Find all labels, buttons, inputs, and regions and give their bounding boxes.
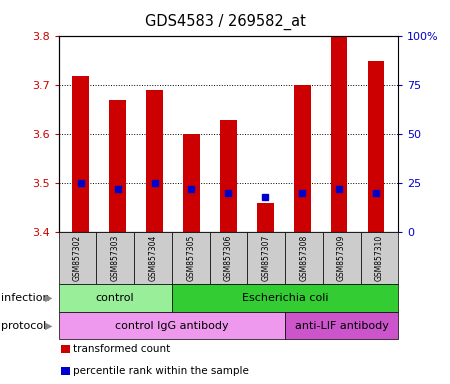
Text: transformed count: transformed count	[73, 344, 171, 354]
Text: GSM857310: GSM857310	[375, 235, 384, 281]
Bar	[331, 36, 347, 232]
Text: percentile rank within the sample: percentile rank within the sample	[73, 366, 249, 376]
Bar	[109, 100, 126, 232]
Text: Escherichia coli: Escherichia coli	[242, 293, 328, 303]
Text: anti-LIF antibody: anti-LIF antibody	[295, 321, 388, 331]
Bar	[183, 134, 200, 232]
Text: GSM857307: GSM857307	[261, 235, 270, 281]
Text: ▶: ▶	[45, 321, 52, 331]
Text: GSM857306: GSM857306	[224, 235, 233, 281]
Bar	[220, 120, 237, 232]
Bar	[294, 85, 310, 232]
Text: ▶: ▶	[45, 293, 52, 303]
Text: GDS4583 / 269582_at: GDS4583 / 269582_at	[144, 13, 306, 30]
Text: infection: infection	[1, 293, 50, 303]
Text: protocol: protocol	[1, 321, 46, 331]
Text: GSM857302: GSM857302	[73, 235, 82, 281]
Bar	[72, 76, 89, 232]
Bar	[257, 203, 274, 232]
Text: control: control	[96, 293, 135, 303]
Text: GSM857305: GSM857305	[186, 235, 195, 281]
Text: GSM857308: GSM857308	[299, 235, 308, 281]
Text: GSM857309: GSM857309	[337, 235, 346, 281]
Text: GSM857303: GSM857303	[111, 235, 120, 281]
Bar	[146, 90, 163, 232]
Bar	[368, 61, 384, 232]
Text: GSM857304: GSM857304	[148, 235, 157, 281]
Text: control IgG antibody: control IgG antibody	[115, 321, 229, 331]
